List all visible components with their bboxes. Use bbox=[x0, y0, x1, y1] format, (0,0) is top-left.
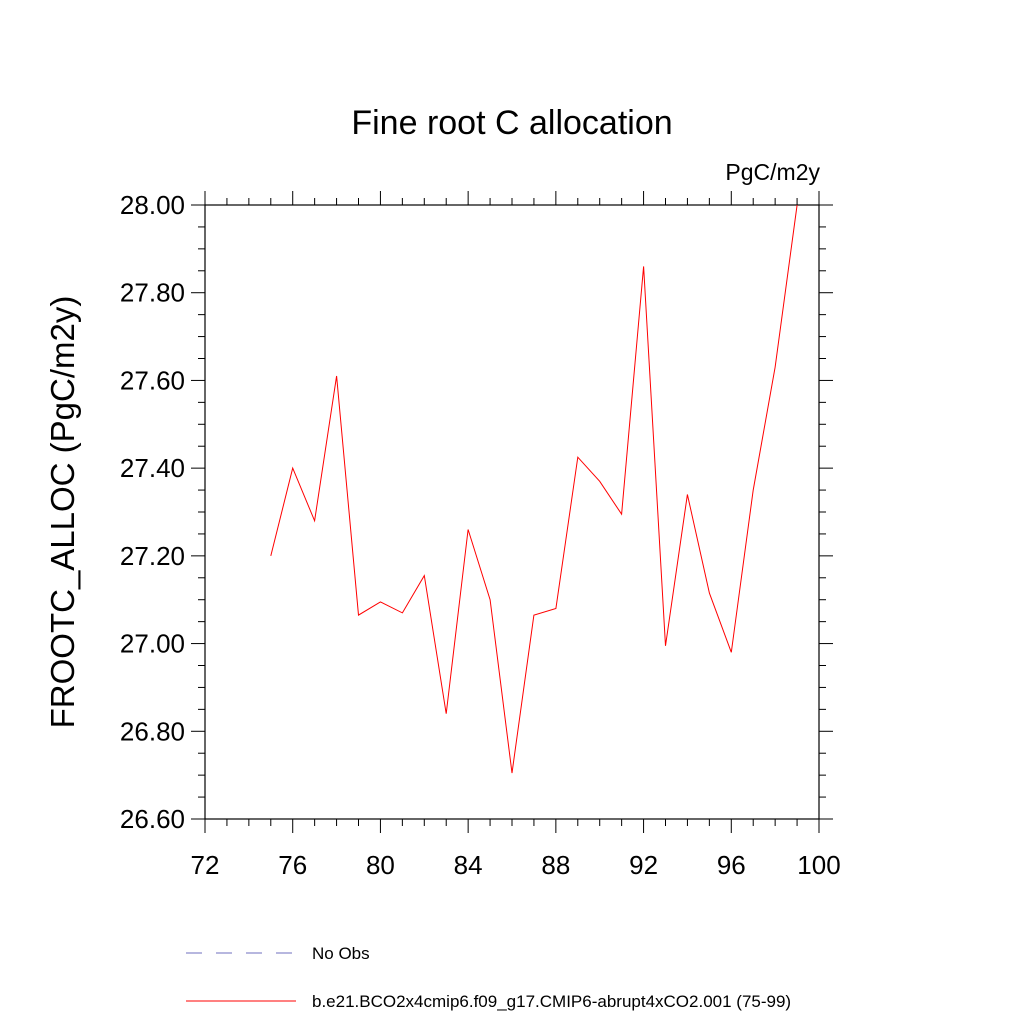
x-tick-label: 80 bbox=[366, 850, 395, 880]
series-line bbox=[270, 204, 798, 774]
x-tick-label: 72 bbox=[191, 850, 220, 880]
plot-frame bbox=[204, 204, 820, 820]
x-tick-label: 84 bbox=[454, 850, 483, 880]
y-tick-label: 26.80 bbox=[120, 716, 185, 746]
x-tick-label: 88 bbox=[541, 850, 570, 880]
x-tick-label: 100 bbox=[797, 850, 840, 880]
units-label: PgC/m2y bbox=[725, 159, 820, 185]
y-tick-label: 27.40 bbox=[120, 453, 185, 483]
y-tick-label: 27.00 bbox=[120, 629, 185, 659]
chart-title: Fine root C allocation bbox=[351, 104, 672, 142]
legend: No Obs b.e21.BCO2x4cmip6.f09_g17.CMIP6-a… bbox=[186, 944, 791, 1011]
x-tick-label: 76 bbox=[278, 850, 307, 880]
legend-label-no-obs: No Obs bbox=[312, 944, 370, 963]
x-tick-label: 92 bbox=[629, 850, 658, 880]
y-tick-label: 26.60 bbox=[120, 804, 185, 834]
y-tick-label: 28.00 bbox=[120, 190, 185, 220]
y-tick-label: 27.20 bbox=[120, 541, 185, 571]
y-axis-label: FROOTC_ALLOC (PgC/m2y) bbox=[44, 296, 81, 729]
y-tick-label: 27.60 bbox=[120, 365, 185, 395]
y-tick-label: 27.80 bbox=[120, 278, 185, 308]
x-tick-label: 96 bbox=[717, 850, 746, 880]
legend-label-model: b.e21.BCO2x4cmip6.f09_g17.CMIP6-abrupt4x… bbox=[312, 992, 791, 1011]
